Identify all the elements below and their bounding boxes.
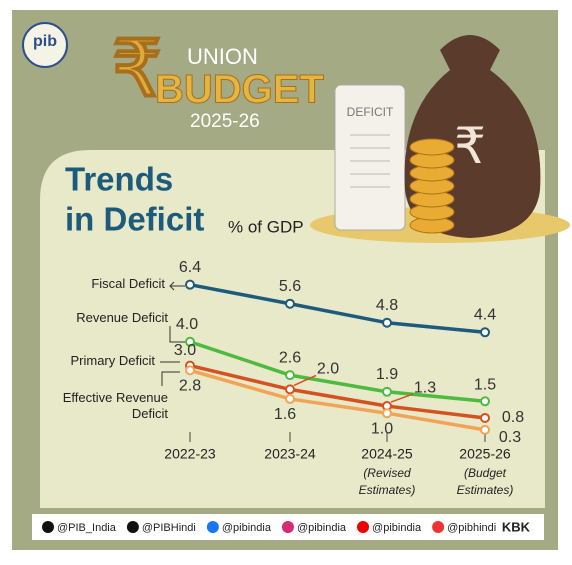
social-handle: @pibindia bbox=[222, 522, 272, 534]
arrow bbox=[169, 326, 185, 343]
value-label: 2.0 bbox=[317, 361, 339, 378]
point bbox=[382, 386, 392, 397]
point bbox=[480, 412, 490, 423]
paper-lines bbox=[350, 134, 390, 188]
series-line bbox=[189, 363, 486, 420]
value-label: 4.4 bbox=[474, 306, 496, 323]
leader-line bbox=[390, 393, 414, 403]
social-icon bbox=[357, 521, 370, 533]
value-label: 4.0 bbox=[176, 316, 198, 333]
series-line bbox=[189, 282, 486, 335]
arrow bbox=[169, 281, 185, 291]
social-icon bbox=[281, 521, 294, 533]
point bbox=[480, 396, 490, 407]
series-name: Effective Revenue Deficit bbox=[62, 390, 168, 421]
title: Trends bbox=[65, 161, 173, 198]
x-tick-label: 2025-26 bbox=[459, 446, 511, 462]
point bbox=[185, 336, 195, 347]
social-handle: @pibindia bbox=[297, 522, 347, 534]
coins bbox=[409, 138, 455, 234]
value-label: 2.6 bbox=[279, 349, 301, 366]
social-handle: @PIBHindi bbox=[142, 522, 196, 534]
leader-line bbox=[293, 374, 317, 387]
x-tick-label: 2024-25 bbox=[361, 446, 413, 462]
value-label: 1.0 bbox=[371, 420, 393, 437]
point bbox=[382, 317, 392, 328]
category-note: (Budget bbox=[464, 466, 507, 480]
point bbox=[382, 408, 392, 419]
point bbox=[185, 279, 195, 290]
social-icon bbox=[126, 521, 139, 533]
category-note: (Revised bbox=[363, 466, 411, 480]
logo-text: pib bbox=[33, 33, 57, 50]
series-name: Primary Deficit bbox=[70, 353, 155, 368]
value-label: 1.3 bbox=[414, 379, 436, 396]
category-note: Estimates) bbox=[359, 483, 416, 497]
x-tick-label: 2022-23 bbox=[164, 446, 216, 462]
value-label: 0.3 bbox=[499, 429, 521, 446]
title-line2: in Deficit bbox=[65, 201, 204, 238]
value-label: 0.8 bbox=[502, 409, 524, 426]
social-handle: @pibhindi bbox=[447, 522, 496, 534]
subtitle: % of GDP bbox=[228, 217, 304, 236]
social-handle: @pibindia bbox=[372, 522, 422, 534]
budget-text: BUDGET bbox=[155, 68, 324, 112]
social-icon bbox=[432, 521, 445, 533]
point bbox=[285, 393, 295, 404]
value-label: 4.8 bbox=[376, 297, 398, 314]
value-label: 5.6 bbox=[279, 278, 301, 295]
value-label: 1.5 bbox=[474, 377, 496, 394]
value-label: 2.8 bbox=[179, 378, 201, 395]
union-text: UNION bbox=[187, 44, 258, 69]
point bbox=[285, 370, 295, 381]
x-tick-label: 2023-24 bbox=[264, 446, 316, 462]
value-label: 1.9 bbox=[376, 366, 398, 383]
bag-rupee: ₹ bbox=[454, 118, 486, 174]
social-icon bbox=[206, 521, 219, 533]
point bbox=[285, 298, 295, 309]
category-note: Estimates) bbox=[457, 483, 514, 497]
social-icon bbox=[42, 521, 54, 533]
social-handle: @PIB_India bbox=[57, 522, 117, 534]
point bbox=[285, 384, 295, 395]
logo-circle bbox=[22, 22, 68, 68]
year-text: 2025-26 bbox=[190, 111, 260, 132]
arrow bbox=[161, 371, 180, 386]
series-line bbox=[189, 340, 486, 404]
point bbox=[480, 424, 490, 435]
value-label: 6.4 bbox=[179, 259, 201, 276]
value-label: 3.0 bbox=[174, 342, 196, 359]
paper-text: DEFICIT bbox=[347, 105, 394, 119]
series-name: Fiscal Deficit bbox=[91, 276, 165, 291]
paper bbox=[334, 84, 406, 231]
series-name: Revenue Deficit bbox=[76, 310, 168, 325]
value-label: 1.6 bbox=[274, 406, 296, 423]
point bbox=[480, 327, 490, 338]
series-line bbox=[189, 368, 486, 432]
point bbox=[185, 365, 195, 376]
credit: KBK bbox=[502, 519, 531, 534]
rupee-symbol: ₹ bbox=[112, 25, 162, 113]
